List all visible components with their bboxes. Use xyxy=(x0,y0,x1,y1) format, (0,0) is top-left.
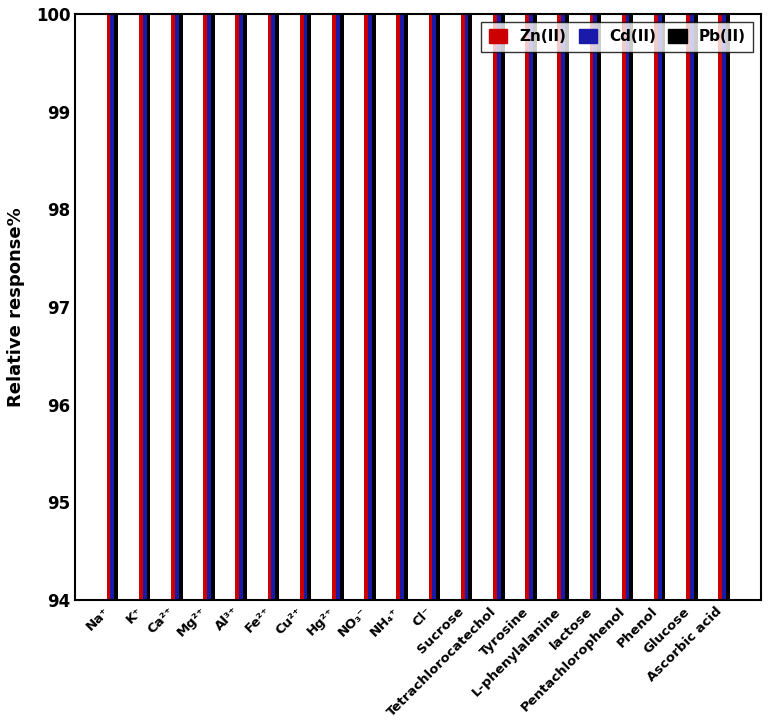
Bar xyxy=(501,0,505,600)
Bar xyxy=(662,0,666,600)
Bar xyxy=(111,0,114,600)
Bar xyxy=(432,0,436,600)
Bar xyxy=(436,0,440,600)
Bar xyxy=(529,0,533,600)
Bar xyxy=(147,0,151,600)
Bar xyxy=(525,0,529,600)
Bar xyxy=(235,0,239,600)
Bar xyxy=(179,0,183,600)
Bar xyxy=(211,0,215,600)
Bar xyxy=(468,0,472,600)
Bar xyxy=(300,0,303,600)
Bar xyxy=(493,0,497,600)
Bar xyxy=(267,0,271,600)
Bar xyxy=(694,0,697,600)
Bar xyxy=(204,0,207,600)
Bar xyxy=(171,0,175,600)
Bar xyxy=(372,0,376,600)
Bar xyxy=(630,0,634,600)
Bar xyxy=(307,0,311,600)
Bar xyxy=(657,0,662,600)
Bar xyxy=(107,0,111,600)
Bar xyxy=(533,0,537,600)
Bar xyxy=(590,0,594,600)
Bar xyxy=(461,0,465,600)
Bar xyxy=(594,0,598,600)
Bar xyxy=(497,0,501,600)
Bar xyxy=(175,0,179,600)
Bar xyxy=(400,0,404,600)
Bar xyxy=(303,0,307,600)
Bar xyxy=(622,0,626,600)
Bar xyxy=(139,0,143,600)
Bar xyxy=(686,0,690,600)
Bar xyxy=(429,0,432,600)
Bar xyxy=(565,0,569,600)
Bar xyxy=(561,0,565,600)
Bar xyxy=(207,0,211,600)
Bar xyxy=(598,0,601,600)
Bar xyxy=(726,0,730,600)
Bar xyxy=(404,0,408,600)
Bar xyxy=(654,0,657,600)
Bar xyxy=(722,0,726,600)
Bar xyxy=(718,0,722,600)
Bar xyxy=(275,0,279,600)
Legend: Zn(II), Cd(II), Pb(II): Zn(II), Cd(II), Pb(II) xyxy=(482,22,753,52)
Bar xyxy=(626,0,630,600)
Bar xyxy=(690,0,694,600)
Bar xyxy=(336,0,339,600)
Bar xyxy=(239,0,243,600)
Bar xyxy=(364,0,368,600)
Bar xyxy=(339,0,343,600)
Bar xyxy=(396,0,400,600)
Bar xyxy=(465,0,468,600)
Bar xyxy=(114,0,118,600)
Bar xyxy=(368,0,372,600)
Bar xyxy=(332,0,336,600)
Bar xyxy=(243,0,247,600)
Bar xyxy=(143,0,147,600)
Y-axis label: Relative response%: Relative response% xyxy=(7,207,25,407)
Bar xyxy=(558,0,561,600)
Bar xyxy=(271,0,275,600)
